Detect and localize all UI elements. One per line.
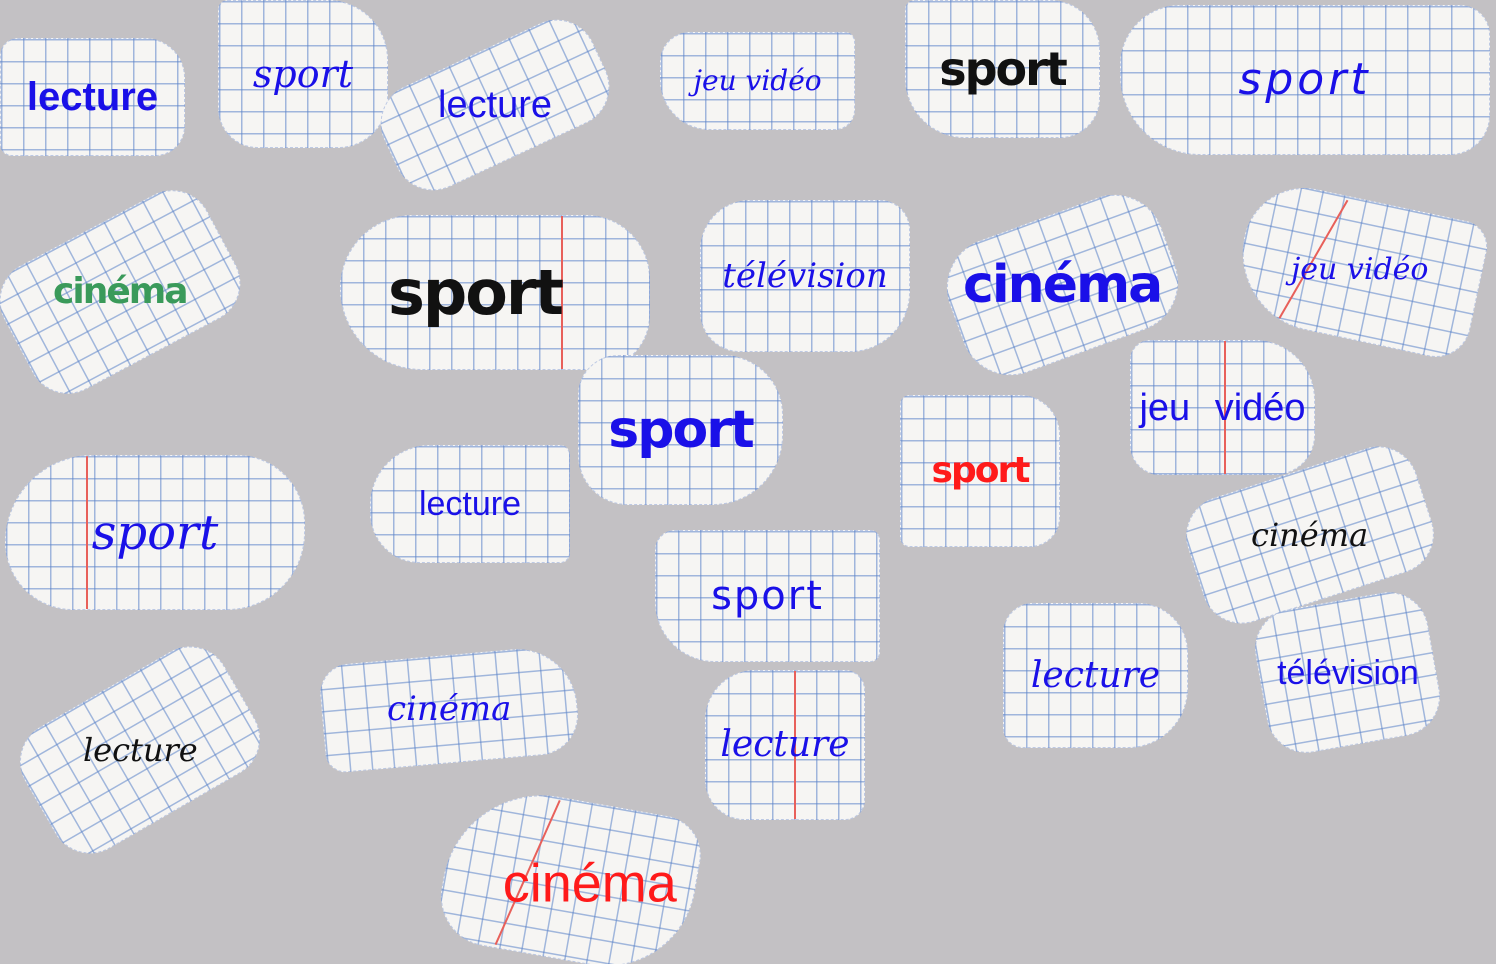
scrap-word: jeu vidéo	[693, 64, 822, 97]
scrap-word: sport	[252, 52, 354, 96]
paper-scrap: cinéma	[0, 176, 255, 408]
paper-scrap: lecture	[367, 6, 623, 204]
paper-scrap: lecture	[1003, 603, 1188, 748]
paper-scrap: cinéma	[433, 779, 707, 964]
scrap-word: cinéma	[53, 271, 187, 312]
scrap-word: sport	[608, 400, 754, 460]
scrap-word: lecture	[720, 724, 850, 765]
scrap-word: lecture	[437, 84, 553, 126]
scrap-word: lecture	[418, 485, 522, 523]
scrap-word: lecture	[1030, 654, 1161, 696]
paper-scrap: sport	[218, 0, 388, 148]
paper-scrap: jeu vidéo	[1130, 340, 1315, 475]
scrap-word: sport	[711, 573, 824, 619]
scrap-word: sport	[1238, 54, 1372, 105]
scrap-word: télévision	[1276, 653, 1419, 692]
scrap-word: cinéma	[1251, 516, 1369, 554]
paper-scrap: lecture	[705, 670, 865, 820]
paper-scrap: sport	[578, 355, 783, 505]
paper-scrap: lecture	[370, 445, 570, 563]
paper-scrap: jeu vidéo	[660, 32, 855, 130]
paper-scrap: télévision	[700, 200, 910, 352]
scrap-word: lecture	[26, 75, 159, 119]
scrap-word: cinéma	[387, 689, 512, 730]
scrap-word: cinéma	[963, 255, 1162, 315]
paper-scrap: cinéma	[317, 644, 582, 774]
paper-scrap: télévision	[1248, 585, 1447, 760]
margin-line	[86, 456, 88, 609]
margin-line	[794, 671, 796, 819]
scrap-word: sport	[387, 255, 564, 329]
paper-scrap: sport	[900, 395, 1060, 547]
margin-line	[1224, 341, 1226, 474]
paper-scrap: sport	[5, 455, 305, 610]
scrap-word: jeu vidéo	[1291, 251, 1429, 287]
scrap-word: sport	[91, 504, 219, 561]
paper-scrap: lecture	[5, 631, 275, 869]
scrap-word: cinéma	[502, 853, 677, 914]
scrap-word: lecture	[82, 731, 198, 770]
margin-line	[561, 216, 563, 369]
paper-scrap: sport	[340, 215, 650, 370]
paper-scrap: sport	[1120, 5, 1490, 155]
paper-scrap: lecture	[0, 38, 185, 156]
scrap-word: sport	[931, 450, 1031, 491]
paper-scrap: jeu vidéo	[1228, 176, 1492, 364]
scrap-word: sport	[939, 42, 1068, 96]
scrap-word: télévision	[722, 256, 888, 296]
scrap-word: jeu vidéo	[1139, 386, 1306, 429]
paper-scrap: sport	[655, 530, 880, 662]
paper-scrap: sport	[905, 0, 1100, 138]
